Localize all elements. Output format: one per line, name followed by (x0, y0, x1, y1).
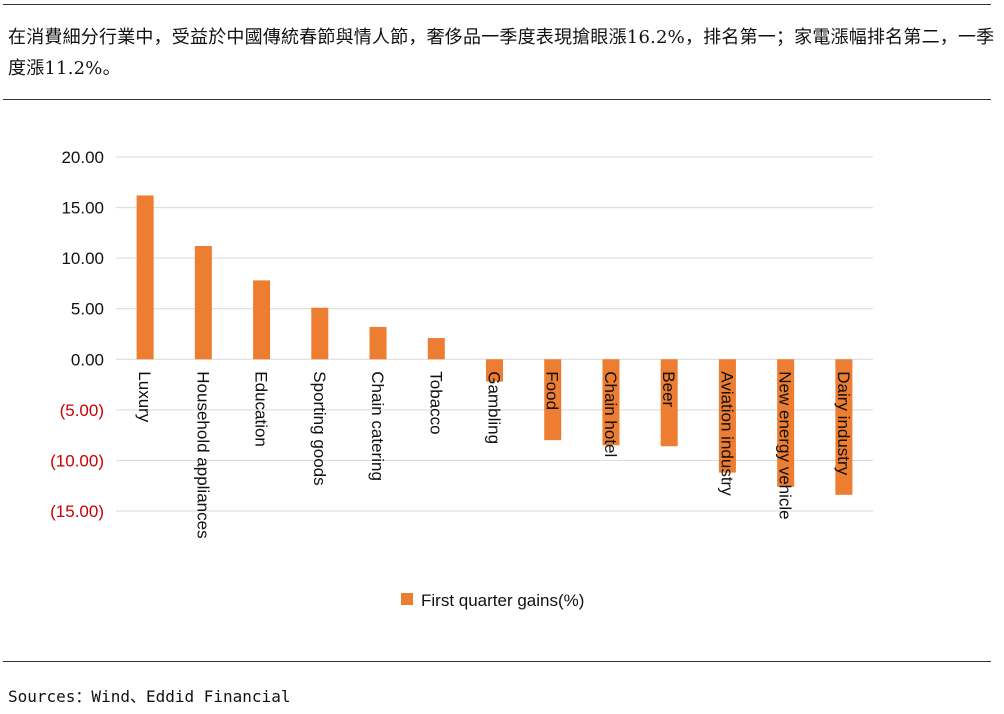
y-tick-label: (15.00) (50, 502, 104, 521)
bar (253, 280, 271, 360)
bar (777, 359, 795, 487)
category-label: Chain hotel (601, 371, 620, 457)
bar (660, 359, 678, 447)
bar (486, 359, 503, 382)
bar (311, 307, 329, 360)
y-tick-label: 0.00 (71, 350, 104, 369)
y-tick-label: 5.00 (71, 300, 104, 319)
category-label: Luxury (135, 371, 154, 423)
bar (835, 359, 853, 495)
header-divider (3, 99, 991, 100)
legend-label: First quarter gains(%) (421, 591, 584, 610)
category-label: New energy vehicle (776, 371, 795, 519)
y-tick-label: 15.00 (61, 199, 104, 218)
bar (544, 359, 562, 441)
y-tick-label: (5.00) (60, 401, 104, 420)
bar (718, 359, 736, 473)
category-label: Tobacco (426, 371, 445, 434)
category-label: Education (252, 371, 271, 447)
y-tick-label: 20.00 (61, 148, 104, 167)
category-label: Aviation industry (717, 371, 736, 496)
bar (194, 246, 212, 360)
category-label: Household appliances (193, 371, 212, 538)
top-rule (3, 4, 991, 5)
source-note: Sources：Wind、Eddid Financial (8, 687, 291, 706)
y-tick-label: 10.00 (61, 249, 104, 268)
category-label: Gambling (485, 371, 504, 444)
category-label: Chain catering (368, 371, 387, 481)
y-tick-label: (10.00) (50, 451, 104, 470)
bar-chart: 20.00 15.00 10.00 5.00 0.00 (5.00) (10.00) (15.… (50, 148, 873, 610)
footer-divider (3, 661, 991, 662)
bar (427, 338, 445, 360)
category-label: Sporting goods (310, 371, 329, 485)
bar (602, 359, 620, 446)
bar (369, 326, 387, 360)
category-label: Food (543, 371, 562, 410)
category-label: Beer (659, 371, 678, 407)
intro-paragraph: 在消費細分行業中，受益於中國傳統春節與情人節，奢侈品一季度表現搶眼漲16.2%，… (8, 27, 995, 79)
bar (136, 195, 154, 360)
category-label: Dairy industry (834, 371, 853, 475)
legend-swatch (401, 593, 413, 605)
